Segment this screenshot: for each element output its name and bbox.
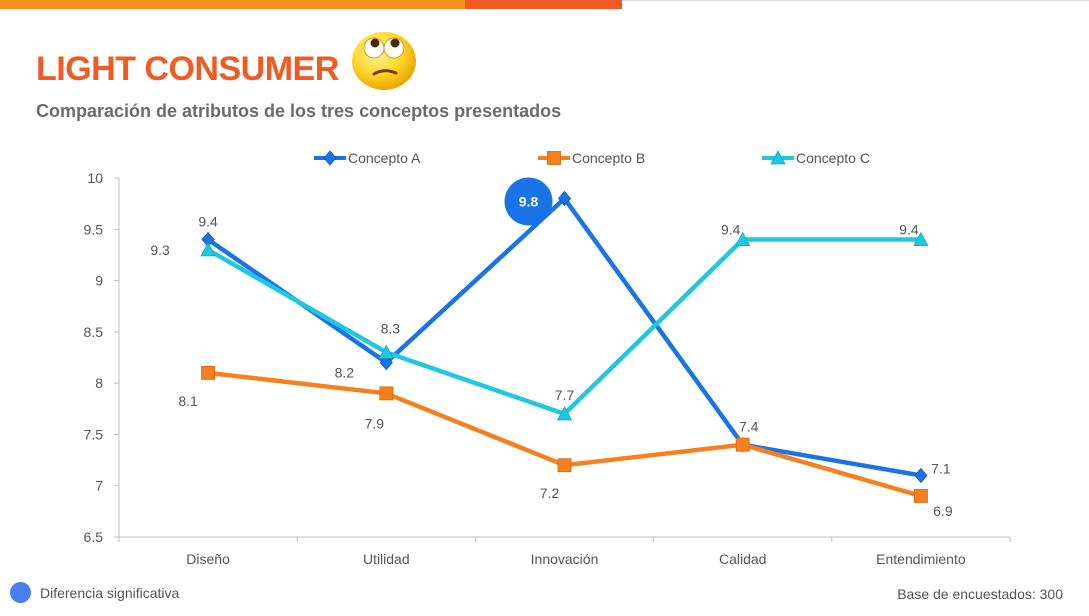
data-label: 9.3 xyxy=(150,242,170,258)
data-label: 8.3 xyxy=(381,320,401,336)
top-accent-bar xyxy=(0,0,465,9)
significance-bubble xyxy=(504,177,553,226)
data-point-concepto-c xyxy=(378,344,394,359)
data-label: 7.9 xyxy=(365,415,385,431)
top-accent-bar-dark xyxy=(465,0,622,9)
data-label: 9.4 xyxy=(899,222,919,238)
data-point-concepto-b xyxy=(201,365,216,380)
data-label: 9.4 xyxy=(721,222,741,238)
data-point-concepto-c xyxy=(735,231,751,246)
legend-marker xyxy=(770,150,786,165)
significance-value-label: 9.8 xyxy=(519,194,539,210)
significance-legend: Diferencia significativa xyxy=(10,582,179,603)
y-tick-label: 6.5 xyxy=(84,529,104,545)
y-tick-label: 9 xyxy=(95,273,103,289)
data-point-concepto-a xyxy=(557,190,572,207)
significance-dot-icon xyxy=(10,582,31,603)
data-label: 8.1 xyxy=(178,393,198,409)
data-point-concepto-b xyxy=(379,386,394,401)
data-point-concepto-b xyxy=(557,458,572,473)
data-label: 8.2 xyxy=(335,365,355,381)
data-point-concepto-c xyxy=(200,241,216,257)
data-label: 6.9 xyxy=(933,503,953,519)
data-point-concepto-a xyxy=(379,355,393,371)
data-point-concepto-c xyxy=(556,406,573,421)
x-tick-label: Diseño xyxy=(186,551,230,567)
y-tick-label: 7 xyxy=(95,478,103,494)
top-divider-line xyxy=(622,0,1089,1)
legend-label: Concepto C xyxy=(796,150,870,166)
y-tick-label: 8 xyxy=(95,375,103,391)
data-point-concepto-b xyxy=(914,489,928,503)
eyes-rolling-face-icon xyxy=(352,32,416,90)
data-point-concepto-a xyxy=(914,467,928,484)
data-point-concepto-b xyxy=(735,437,750,452)
significance-label: Diferencia significativa xyxy=(40,584,180,601)
page-title: LIGHT CONSUMER xyxy=(36,50,339,88)
data-point-concepto-c xyxy=(913,231,929,246)
data-label: 9.4 xyxy=(198,214,218,230)
x-tick-label: Entendimiento xyxy=(876,551,966,567)
x-tick-label: Calidad xyxy=(719,551,766,567)
page-subtitle: Comparación de atributos de los tres con… xyxy=(36,101,562,121)
data-label: 7.4 xyxy=(739,419,759,435)
y-tick-label: 9.5 xyxy=(84,221,104,237)
x-tick-label: Utilidad xyxy=(363,551,410,567)
legend-marker xyxy=(323,150,337,166)
x-tick-label: Innovación xyxy=(531,551,599,567)
data-label: 7.7 xyxy=(555,387,575,403)
y-tick-label: 7.5 xyxy=(84,426,104,442)
legend-label: Concepto B xyxy=(572,150,645,166)
data-label: 7.1 xyxy=(931,460,951,476)
legend-marker xyxy=(547,151,561,165)
legend-label: Concepto A xyxy=(348,150,421,166)
y-tick-label: 10 xyxy=(87,170,103,186)
data-label: 7.2 xyxy=(540,485,560,501)
y-tick-label: 8.5 xyxy=(84,324,104,340)
base-label: Base de encuestados: 300 xyxy=(897,586,1063,602)
